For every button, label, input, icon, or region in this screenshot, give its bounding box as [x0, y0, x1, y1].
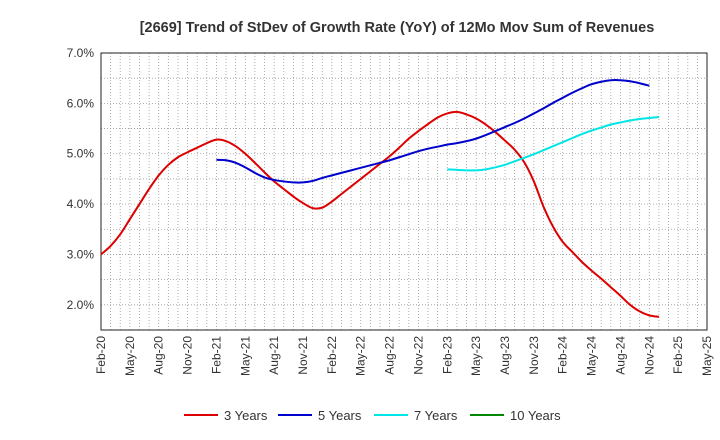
- x-tick-label: Nov-23: [527, 336, 541, 375]
- x-tick-label: Nov-21: [296, 336, 310, 375]
- x-tick-label: Feb-22: [325, 336, 339, 374]
- x-tick-label: Aug-20: [152, 336, 166, 375]
- plot-frame: [100, 52, 708, 331]
- x-tick-label: May-23: [469, 336, 483, 376]
- grid-lines: [101, 53, 707, 330]
- y-tick-label: 5.0%: [67, 147, 95, 161]
- y-tick-label: 7.0%: [67, 46, 95, 60]
- x-tick-label: Nov-22: [411, 336, 425, 375]
- x-tick-label: Feb-20: [94, 336, 108, 374]
- legend-label: 5 Years: [318, 408, 362, 423]
- legend-label: 7 Years: [414, 408, 458, 423]
- y-tick-label: 4.0%: [67, 197, 95, 211]
- x-tick-label: May-20: [123, 336, 137, 376]
- x-tick-label: Aug-21: [267, 336, 281, 375]
- series-line-3-years: [100, 110, 660, 318]
- legend-label: 10 Years: [510, 408, 561, 423]
- y-axis-ticks: 2.0% 3.0% 4.0% 5.0% 6.0% 7.0%: [67, 46, 95, 312]
- y-tick-label: 3.0%: [67, 247, 95, 261]
- legend: 3 Years 5 Years 7 Years 10 Years: [184, 408, 561, 423]
- x-tick-label: Aug-23: [498, 336, 512, 375]
- series-line-5-years: [216, 79, 650, 184]
- x-tick-label: May-24: [585, 336, 599, 376]
- series-line-7-years: [447, 115, 660, 172]
- x-tick-label: May-21: [238, 336, 252, 376]
- x-tick-label: Feb-24: [556, 336, 570, 374]
- y-tick-label: 2.0%: [67, 298, 95, 312]
- x-tick-label: Nov-24: [642, 336, 656, 375]
- x-tick-label: Aug-22: [383, 336, 397, 375]
- chart-title: [2669] Trend of StDev of Growth Rate (Yo…: [140, 20, 655, 36]
- x-tick-label: Feb-21: [209, 336, 223, 374]
- x-tick-label: May-25: [700, 336, 714, 376]
- x-axis-ticks: Feb-20 May-20 Aug-20 Nov-20 Feb-21 May-21 Aug-…: [94, 336, 714, 376]
- x-tick-label: Feb-25: [671, 336, 685, 374]
- x-tick-label: May-22: [354, 336, 368, 376]
- x-tick-label: Aug-24: [613, 336, 627, 375]
- y-tick-label: 6.0%: [67, 96, 95, 110]
- x-tick-label: Feb-23: [440, 336, 454, 374]
- series-lines: [100, 79, 660, 318]
- legend-label: 3 Years: [224, 408, 268, 423]
- x-tick-label: Nov-20: [181, 336, 195, 375]
